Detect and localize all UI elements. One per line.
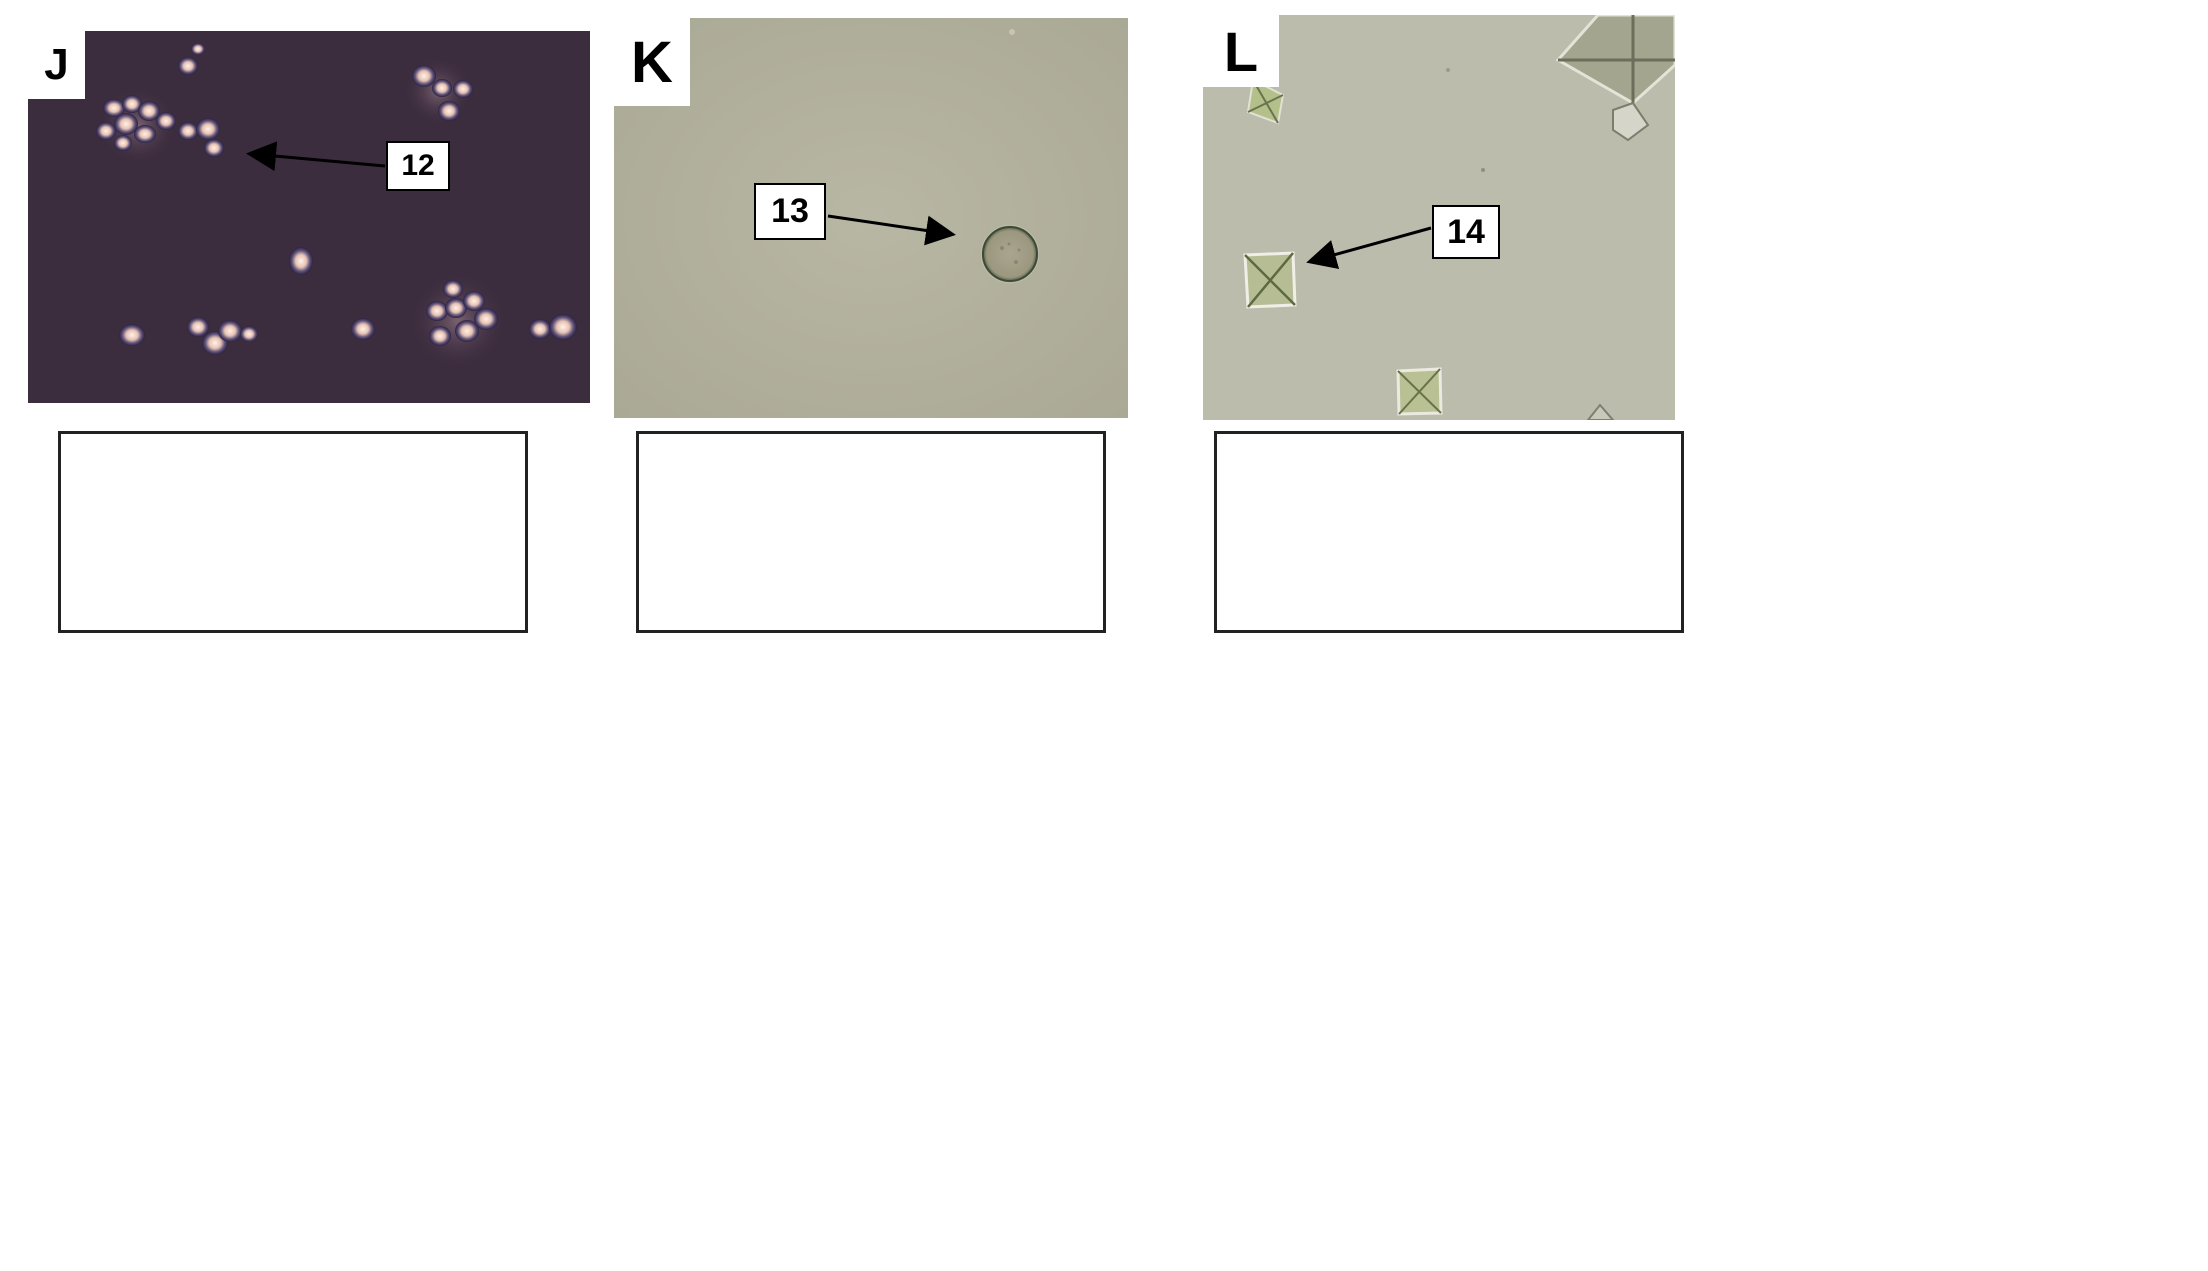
panel-label-k: K (614, 18, 690, 106)
round-cell (981, 225, 1039, 283)
large-crystal-top-right (1555, 15, 1675, 142)
yeast-single-center (289, 247, 313, 275)
answer-box-l[interactable] (1214, 431, 1684, 633)
micrograph-panel-k: K (614, 18, 1128, 418)
yeast-cluster-top-right (403, 56, 473, 126)
panel-label-l: L (1203, 15, 1279, 87)
yeast-cluster-bottom (119, 317, 375, 355)
yeast-pair-top (178, 43, 205, 75)
yeast-cluster-bottom-right (408, 271, 577, 371)
yeast-cluster-top-left (96, 86, 224, 166)
answer-box-k[interactable] (636, 431, 1106, 633)
callout-label-12: 12 (386, 141, 450, 191)
callout-label-13: 13 (754, 183, 826, 240)
answer-box-j[interactable] (58, 431, 528, 633)
crystal-pointed-by-14 (1243, 251, 1297, 309)
crystal-left-top (1246, 78, 1285, 125)
panel-label-j: J (28, 31, 85, 99)
crystal-bottom (1396, 367, 1443, 416)
yeast-micrograph-image (28, 31, 590, 403)
round-cell-micrograph-image (614, 18, 1128, 418)
callout-label-14: 14 (1432, 205, 1500, 259)
micrograph-panel-j: J (28, 31, 590, 403)
